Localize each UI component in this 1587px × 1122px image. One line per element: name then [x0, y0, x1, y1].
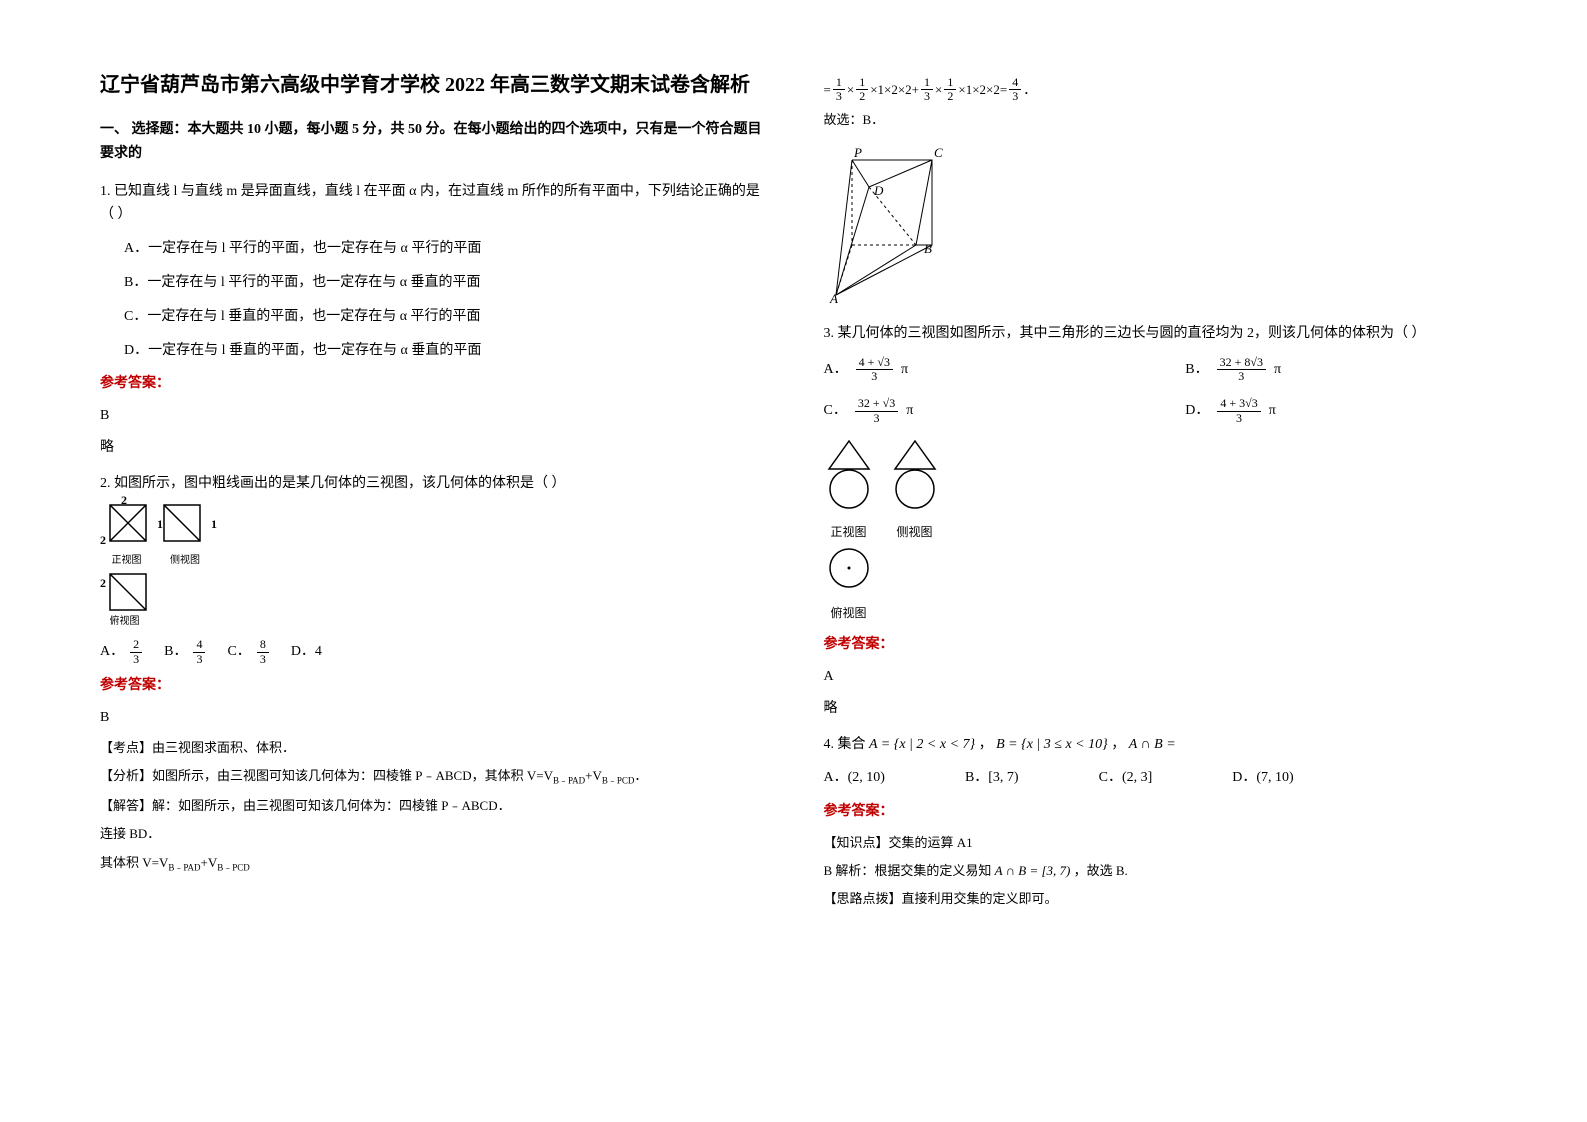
p3-optB-label: B．: [1185, 358, 1208, 382]
p1-option-b: B．一定存在与 l 平行的平面，也一定存在与 α 垂直的平面: [124, 271, 764, 295]
problem-2: 2. 如图所示，图中粗线画出的是某几何体的三视图，该几何体的体积是（ ） 2 2: [100, 472, 764, 876]
top-view-caption: 俯视图: [100, 613, 149, 630]
p4-stem: 4. 集合 A = {x | 2 < x < 7} ， B = {x | 3 ≤…: [824, 733, 1488, 757]
front-view-caption: 正视图: [824, 522, 874, 542]
p2-fenxi: 【分析】如图所示，由三视图可知该几何体为：四棱锥 P﹣ABCD，其体积 V=VB…: [100, 765, 764, 789]
p3-optA-label: A．: [824, 358, 848, 382]
top-view-icon: [824, 546, 874, 590]
p2-answer: B: [100, 706, 764, 730]
doc-title: 辽宁省葫芦岛市第六高级中学育才学校 2022 年高三数学文期末试卷含解析: [100, 70, 764, 100]
p2-jieda: 【解答】解：如图所示，由三视图可知该几何体为：四棱锥 P﹣ABCD．: [100, 795, 764, 817]
label-C: C: [934, 145, 943, 160]
dim-label: 2: [100, 530, 106, 550]
p2-optD: D．4: [291, 640, 322, 664]
p4-optD: D．(7, 10): [1232, 766, 1293, 790]
p2-stem: 2. 如图所示，图中粗线画出的是某几何体的三视图，该几何体的体积是（ ）: [100, 472, 764, 496]
side-view-icon: [163, 504, 207, 542]
p4-optB: B．[3, 7): [965, 766, 1019, 790]
p4-optA: A．(2, 10): [824, 766, 885, 790]
p1-lue: 略: [100, 436, 764, 460]
side-view-caption: 侧视图: [163, 552, 207, 569]
p1-option-d: D．一定存在与 l 垂直的平面，也一定存在与 α 垂直的平面: [124, 339, 764, 363]
fraction: 32 + √33: [855, 397, 898, 424]
guxuan: 故选：B．: [824, 109, 1488, 131]
p4-silu: 【思路点拨】直接利用交集的定义即可。: [824, 888, 1488, 910]
problem-3: 3. 某几何体的三视图如图所示，其中三角形的三边长与圆的直径均为 2，则该几何体…: [824, 322, 1488, 720]
intersection-expr: A ∩ B =: [1129, 737, 1176, 752]
fraction: 4 + √33: [856, 356, 893, 383]
p2-kaodian: 【考点】由三视图求面积、体积．: [100, 737, 764, 759]
p1-option-c: C．一定存在与 l 垂直的平面，也一定存在与 α 平行的平面: [124, 305, 764, 329]
p3-stem: 3. 某几何体的三视图如图所示，其中三角形的三边长与圆的直径均为 2，则该几何体…: [824, 322, 1488, 346]
p4-options: A．(2, 10) B．[3, 7) C．(2, 3] D．(7, 10): [824, 766, 1488, 790]
fraction: 83: [257, 638, 269, 665]
p2-step2: 其体积 V=VB﹣PAD+VB﹣PCD: [100, 852, 764, 876]
fraction: 32 + 8√33: [1217, 356, 1266, 383]
p3-answer: A: [824, 665, 1488, 689]
answer-heading: 参考答案：: [100, 372, 764, 396]
p2-step1: 连接 BD．: [100, 823, 764, 845]
problem-4: 4. 集合 A = {x | 2 < x < 7} ， B = {x | 3 ≤…: [824, 733, 1488, 911]
p3-three-view-figure: 正视图 侧视图: [824, 439, 1488, 623]
p1-stem: 1. 已知直线 l 与直线 m 是异面直线，直线 l 在平面 α 内，在过直线 …: [100, 180, 764, 228]
dim-label: 1: [211, 514, 217, 534]
front-view-caption: 正视图: [100, 552, 153, 569]
p2-optB-label: B．: [164, 640, 187, 664]
section-header: 一、 选择题：本大题共 10 小题，每小题 5 分，共 50 分。在每小题给出的…: [100, 118, 764, 166]
p3-optC-label: C．: [824, 399, 847, 423]
p4-answer-line: B 解析：根据交集的定义易知 A ∩ B = [3, 7) ，故选 B.: [824, 860, 1488, 882]
dim-label: 2: [100, 573, 106, 593]
result-fraction: 43: [1009, 76, 1021, 103]
label-D: D: [873, 183, 884, 198]
top-view-caption: 俯视图: [824, 603, 874, 623]
set-B-def: B = {x | 3 ≤ x < 10}: [996, 737, 1108, 752]
p2-optA-label: A．: [100, 640, 124, 664]
label-P: P: [853, 145, 862, 160]
p4-optC: C．(2, 3]: [1099, 766, 1153, 790]
answer-heading: 参考答案：: [100, 674, 764, 698]
p3-options: A． 4 + √33 π B． 32 + 8√33 π C． 32 + √33 …: [824, 356, 1488, 425]
fraction: 43: [193, 638, 205, 665]
solid-figure-icon: P C D B A: [824, 145, 964, 305]
p2-optC-label: C．: [227, 640, 250, 664]
front-view-icon: [109, 504, 153, 542]
fraction: 23: [130, 638, 142, 665]
side-view-icon: [890, 439, 940, 509]
front-view-icon: [824, 439, 874, 509]
p4-zhishidian: 【知识点】交集的运算 A1: [824, 832, 1488, 854]
set-A-def: A = {x | 2 < x < 7}: [869, 737, 975, 752]
calc-line: = 13×12 ×1×2×2+ 13×12 ×1×2×2 = 43 ．: [824, 76, 1488, 103]
p3-lue: 略: [824, 697, 1488, 721]
top-view-icon: [109, 573, 149, 611]
dim-label: 2: [121, 490, 127, 510]
problem-1: 1. 已知直线 l 与直线 m 是异面直线，直线 l 在平面 α 内，在过直线 …: [100, 180, 764, 460]
p2-three-view-figure: 2 2 1 正视图: [100, 504, 764, 631]
answer-heading: 参考答案：: [824, 800, 1488, 824]
p3-optD-label: D．: [1185, 399, 1209, 423]
answer-heading: 参考答案：: [824, 633, 1488, 657]
fraction: 4 + 3√33: [1217, 397, 1260, 424]
p2-options: A． 23 B． 43 C． 83 D．4: [100, 638, 764, 665]
side-view-caption: 侧视图: [890, 522, 940, 542]
p1-option-a: A．一定存在与 l 平行的平面，也一定存在与 α 平行的平面: [124, 237, 764, 261]
p1-answer: B: [100, 404, 764, 428]
